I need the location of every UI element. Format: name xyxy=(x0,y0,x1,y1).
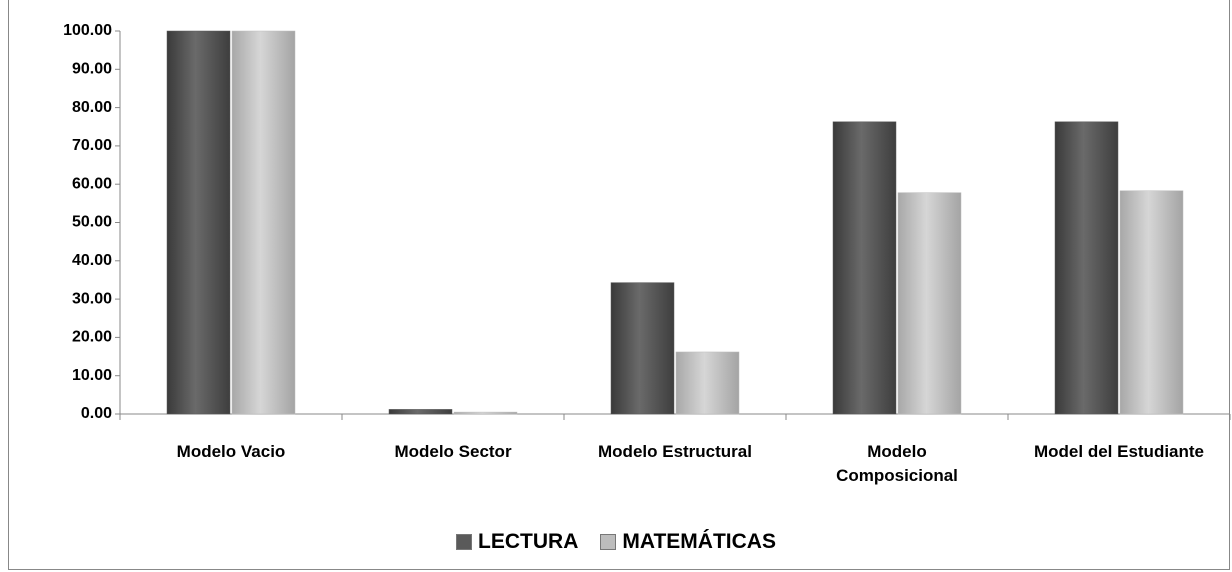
y-tick-label: 90.00 xyxy=(72,61,112,78)
bar xyxy=(166,30,231,415)
legend-label: MATEMÁTICAS xyxy=(622,530,776,553)
bar xyxy=(453,411,518,415)
legend-swatch xyxy=(600,534,617,550)
y-tick-label: 70.00 xyxy=(72,137,112,154)
y-tick-label: 0.00 xyxy=(81,405,112,422)
chart-frame xyxy=(8,0,1230,570)
bar xyxy=(610,282,675,415)
y-tick-label: 40.00 xyxy=(72,252,112,269)
y-tick-label: 30.00 xyxy=(72,290,112,307)
legend-item: LECTURA xyxy=(456,530,578,554)
bar xyxy=(1054,121,1119,415)
legend-item: MATEMÁTICAS xyxy=(600,530,776,554)
x-tick-label: Modelo Vacio xyxy=(176,442,286,461)
y-tick-label: 80.00 xyxy=(72,99,112,116)
legend: LECTURA MATEMÁTICAS xyxy=(0,530,1232,554)
y-tick-label: 10.00 xyxy=(72,367,112,384)
bar xyxy=(897,192,962,415)
bar xyxy=(231,30,296,415)
x-tick-label: Modelo Estructural xyxy=(598,442,752,461)
x-tick-label: Modelo Sector xyxy=(394,442,512,461)
bar xyxy=(675,351,740,415)
bar xyxy=(1119,190,1184,415)
x-tick-label: Modelo Composicional xyxy=(836,442,958,485)
bar xyxy=(832,121,897,415)
legend-label: LECTURA xyxy=(478,530,579,553)
y-tick-label: 60.00 xyxy=(72,175,112,192)
y-tick-label: 20.00 xyxy=(72,329,112,346)
y-tick-label: 50.00 xyxy=(72,214,112,231)
legend-swatch xyxy=(456,534,473,550)
y-tick-label: 100.00 xyxy=(63,22,112,39)
x-tick-label: Model del Estudiante xyxy=(1033,442,1205,461)
bar xyxy=(388,409,453,415)
